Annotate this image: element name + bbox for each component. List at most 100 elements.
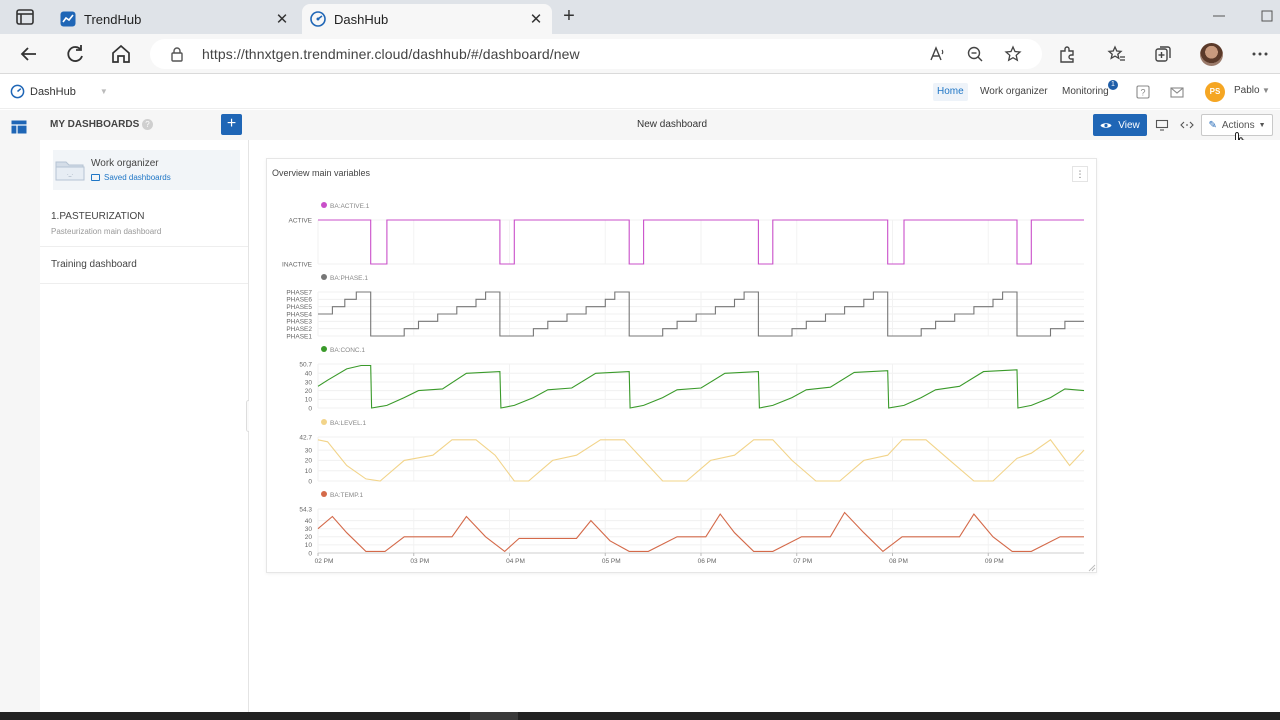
nav-monitoring[interactable]: Monitoring xyxy=(1062,86,1109,97)
browser-tab-dashhub[interactable]: DashHub ✕ xyxy=(302,4,552,34)
trend-chart[interactable]: BA:ACTIVE.1 ACTIVE INACTIVE BA:PHASE.1 PHASE… xyxy=(266,158,1097,573)
series-label: BA:TEMP.1 xyxy=(330,492,364,499)
share-icon[interactable] xyxy=(1180,119,1194,131)
tab-title: DashHub xyxy=(334,11,389,27)
close-tab-icon[interactable]: ✕ xyxy=(529,11,543,28)
sidebar-item-title: 1.PASTEURIZATION xyxy=(51,211,145,222)
url-field[interactable]: https://thnxtgen.trendminer.cloud/dashhu… xyxy=(150,39,1042,69)
user-avatar[interactable]: PS xyxy=(1205,82,1225,102)
y-tick-label: 0 xyxy=(308,550,312,557)
series-color-dot xyxy=(321,419,327,425)
y-tick-label: 10 xyxy=(305,542,313,549)
app-brand[interactable]: DashHub ▼ xyxy=(10,84,108,99)
y-tick-label: 10 xyxy=(305,397,313,404)
y-tick-label: 40 xyxy=(305,518,313,525)
y-tick-label: 40 xyxy=(305,371,313,378)
x-tick-label: 08 PM xyxy=(889,558,908,565)
series-label: BA:CONC.1 xyxy=(330,347,365,354)
collections-icon[interactable] xyxy=(1153,44,1173,64)
series-line xyxy=(318,291,1084,337)
present-icon[interactable] xyxy=(1155,119,1169,131)
folder-icon: ·_· xyxy=(55,161,85,181)
nav-home[interactable]: Home xyxy=(933,83,968,101)
x-tick-label: 06 PM xyxy=(698,558,717,565)
y-tick-label: 50.7 xyxy=(299,361,312,368)
browser-tab-trendhub[interactable]: TrendHub ✕ xyxy=(52,4,298,34)
widget-menu-icon[interactable]: ⋮ xyxy=(1072,166,1088,182)
series-line xyxy=(317,511,1084,553)
x-tick-label: 05 PM xyxy=(602,558,621,565)
help-icon[interactable]: ? xyxy=(142,119,153,130)
pin-icon: ✎ xyxy=(1208,119,1217,131)
dashboards-grid-icon[interactable] xyxy=(11,120,27,134)
maximize-icon[interactable] xyxy=(1258,8,1276,24)
series-color-dot xyxy=(321,346,327,352)
user-name[interactable]: Pablo xyxy=(1234,85,1260,96)
sidebar-item-subtitle: Pasteurization main dashboard xyxy=(51,227,162,236)
work-organizer-card[interactable]: ·_· Work organizer Saved dashboards xyxy=(53,150,240,190)
series-line xyxy=(317,364,1085,409)
series-color-dot xyxy=(321,202,327,208)
series-color-dot xyxy=(321,274,327,280)
tab-actions-icon[interactable] xyxy=(14,7,36,27)
monitoring-badge: 1 xyxy=(1108,80,1118,90)
dashhub-favicon-icon xyxy=(310,11,326,27)
y-tick-label: 30 xyxy=(305,447,313,454)
close-tab-icon[interactable]: ✕ xyxy=(275,11,289,28)
taskbar xyxy=(0,712,1280,720)
more-options-icon[interactable] xyxy=(1250,44,1270,64)
add-favorite-icon[interactable] xyxy=(1004,45,1022,63)
y-tick-label: PHASE7 xyxy=(286,289,312,296)
series-line xyxy=(318,219,1084,265)
trend-widget[interactable]: Overview main variables ⋮ xyxy=(266,158,1097,573)
y-tick-label: 20 xyxy=(305,458,313,465)
sidebar-item-training[interactable]: Training dashboard xyxy=(40,247,248,284)
browser-tab-bar: TrendHub ✕ DashHub ✕ + xyxy=(0,0,1280,34)
widget-title: Overview main variables xyxy=(272,168,371,178)
favorites-icon[interactable] xyxy=(1107,44,1127,64)
help-icon[interactable]: ? xyxy=(1136,85,1150,99)
back-icon[interactable] xyxy=(17,42,41,66)
saved-dashboards-label: Saved dashboards xyxy=(104,173,171,182)
new-tab-button[interactable]: + xyxy=(563,5,575,27)
tab-title: TrendHub xyxy=(84,11,142,27)
y-tick-label: 54.3 xyxy=(299,506,312,513)
browser-profile-avatar[interactable] xyxy=(1200,43,1223,66)
y-tick-label: 0 xyxy=(308,478,312,485)
view-button[interactable]: View xyxy=(1093,114,1147,136)
my-dashboards-heading: MY DASHBOARDS xyxy=(50,119,140,130)
svg-text:?: ? xyxy=(1140,88,1145,98)
y-tick-label: PHASE1 xyxy=(286,333,312,340)
card-title: Work organizer xyxy=(91,158,159,169)
y-tick-label: ACTIVE xyxy=(289,217,313,224)
nav-work-organizer[interactable]: Work organizer xyxy=(980,86,1048,97)
app-brand-name: DashHub xyxy=(30,85,76,98)
chevron-down-icon[interactable]: ▼ xyxy=(1262,86,1270,95)
home-icon[interactable] xyxy=(109,42,133,66)
eye-icon xyxy=(1100,122,1112,128)
browser-address-bar: https://thnxtgen.trendminer.cloud/dashhu… xyxy=(0,34,1280,74)
actions-label: Actions xyxy=(1221,119,1255,131)
sidebar-item-title: Training dashboard xyxy=(51,259,137,270)
saved-dashboards-link[interactable]: Saved dashboards xyxy=(91,173,171,182)
dashboard-title[interactable]: New dashboard xyxy=(637,119,708,130)
mail-icon[interactable] xyxy=(1170,85,1184,99)
taskbar-item xyxy=(470,712,518,720)
y-tick-label: INACTIVE xyxy=(282,261,313,268)
sidebar-item-pasteurization[interactable]: 1.PASTEURIZATION Pasteurization main das… xyxy=(40,200,248,247)
lock-icon[interactable] xyxy=(170,46,184,62)
series-line xyxy=(317,439,1085,482)
minimize-icon[interactable] xyxy=(1210,8,1228,24)
x-tick-label: 04 PM xyxy=(506,558,525,565)
extensions-icon[interactable] xyxy=(1057,44,1077,64)
reload-icon[interactable] xyxy=(63,42,87,66)
y-tick-label: 30 xyxy=(305,526,313,533)
chevron-down-icon[interactable]: ▼ xyxy=(99,87,108,96)
resize-handle-icon[interactable] xyxy=(1086,562,1096,572)
x-tick-label: 03 PM xyxy=(410,558,429,565)
zoom-out-icon[interactable] xyxy=(966,45,984,63)
read-aloud-icon[interactable] xyxy=(928,45,946,63)
series-label: BA:ACTIVE.1 xyxy=(330,203,370,210)
add-dashboard-button[interactable]: + xyxy=(221,114,242,135)
folder-icon xyxy=(91,174,100,181)
